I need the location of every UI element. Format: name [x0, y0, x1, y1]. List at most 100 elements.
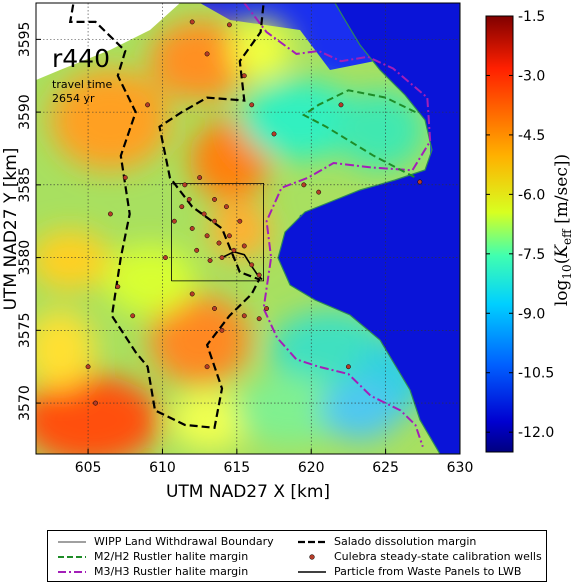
well-marker	[189, 19, 195, 25]
well-marker	[189, 291, 195, 297]
well-marker	[179, 204, 185, 210]
legend: WIPP Land Withdrawal Boundary M2/H2 Rust…	[47, 530, 547, 582]
well-marker	[197, 175, 203, 181]
colorbar-tick-label: -9.0	[518, 306, 545, 322]
well-marker	[186, 196, 192, 202]
grid-lines	[36, 3, 460, 454]
heat-field	[36, 3, 460, 454]
y-tick-label: 3595	[17, 22, 33, 58]
legend-item-m3h3: M3/H3 Rustler halite margin	[58, 565, 248, 578]
y-tick-label: 3590	[17, 94, 33, 130]
well-marker	[223, 204, 229, 210]
legend-swatch-wells	[298, 552, 326, 562]
legend-item-particle: Particle from Waste Panels to LWB	[298, 565, 521, 578]
well-marker	[249, 102, 255, 108]
well-marker	[171, 218, 177, 224]
well-marker	[145, 102, 151, 108]
well-marker	[189, 226, 195, 231]
x-axis-title: UTM NAD27 X [km]	[166, 482, 330, 502]
colorbar-tick-label: -12.0	[518, 425, 554, 441]
colorbar-tick-label: -3.0	[518, 68, 545, 84]
well-marker	[237, 218, 243, 224]
well-marker	[201, 211, 207, 217]
wipp-boundary-box	[170, 182, 265, 282]
well-marker	[212, 218, 217, 224]
x-tick-label: 610	[149, 460, 176, 476]
legend-swatch-particle	[298, 567, 326, 577]
realization-label: r440	[52, 44, 110, 73]
colorbar-tick-label: -1.5	[518, 9, 545, 25]
legend-item-wipp: WIPP Land Withdrawal Boundary	[58, 535, 274, 548]
well-marker	[162, 255, 168, 261]
well-marker	[130, 313, 136, 319]
legend-label-particle: Particle from Waste Panels to LWB	[334, 565, 522, 578]
well-marker	[194, 247, 200, 253]
well-marker	[204, 233, 210, 239]
well-marker	[219, 255, 225, 261]
x-tick-label: 605	[75, 460, 102, 476]
well-marker	[256, 316, 262, 322]
well-marker	[301, 182, 307, 188]
well-marker	[417, 179, 423, 185]
well-marker	[256, 272, 262, 278]
colorbar-tick-label: -10.5	[518, 366, 554, 382]
legend-item-m2h2: M2/H2 Rustler halite margin	[58, 550, 248, 563]
well-marker	[249, 262, 255, 268]
well-marker	[204, 51, 210, 57]
well-marker	[212, 196, 217, 202]
well-marker	[231, 247, 237, 253]
y-axis-title: UTM NAD27 Y [km]	[1, 148, 21, 311]
well-marker	[241, 313, 247, 319]
y-tick-label: 3570	[17, 385, 33, 421]
legend-label-salado: Salado dissolution margin	[334, 535, 477, 548]
well-marker	[338, 102, 344, 108]
well-marker	[85, 364, 91, 370]
y-tick-label: 3580	[17, 240, 33, 276]
well-marker	[226, 233, 232, 239]
m2h2-margin-line	[301, 89, 416, 179]
legend-swatch-m2h2	[58, 552, 86, 562]
legend-item-wells: Culebra steady-state calibration wells	[298, 550, 542, 563]
legend-item-salado: Salado dissolution margin	[298, 535, 476, 548]
legend-swatch-salado	[298, 537, 326, 547]
legend-label-wipp: WIPP Land Withdrawal Boundary	[94, 535, 274, 548]
colorbar	[485, 15, 514, 453]
colorbar-ticks: -1.5 -3.0 -4.5 -6.0 -7.5 -9.0 -10.5 -12.0	[486, 9, 554, 441]
well-marker	[216, 240, 222, 246]
legend-swatch-m3h3	[58, 567, 86, 577]
well-marker	[212, 306, 217, 311]
well-marker	[241, 73, 247, 79]
well-marker	[122, 175, 128, 181]
legend-label-wells: Culebra steady-state calibration wells	[334, 550, 542, 563]
well-marker	[226, 22, 232, 28]
y-tick-label: 3585	[17, 167, 33, 203]
x-tick-label: 630	[447, 460, 474, 476]
y-tick-label: 3575	[17, 313, 33, 349]
travel-time-label: travel time	[52, 78, 112, 91]
x-tick-label: 615	[223, 460, 250, 476]
overlay-lines	[68, 3, 432, 448]
well-marker	[241, 243, 247, 249]
well-marker	[182, 182, 188, 188]
well-marker	[93, 400, 98, 406]
m3h3-margin-line	[243, 3, 432, 448]
well-marker	[345, 364, 351, 370]
colorbar-title: log10(Keff [m/sec])	[552, 154, 574, 306]
well-marker	[204, 364, 210, 370]
colorbar-tick-label: -7.5	[518, 247, 545, 263]
legend-label-m3h3: M3/H3 Rustler halite margin	[94, 565, 249, 578]
well-marker	[107, 211, 113, 217]
x-tick-label: 625	[372, 460, 399, 476]
legend-swatch-wipp	[58, 537, 86, 547]
salado-margin-line	[68, 3, 265, 429]
travel-time-value: 2654 yr	[52, 92, 95, 105]
well-marker	[271, 131, 277, 137]
x-tick-label: 620	[298, 460, 325, 476]
well-marker	[316, 189, 322, 195]
colorbar-tick-label: -6.0	[518, 187, 545, 203]
legend-label-m2h2: M2/H2 Rustler halite margin	[94, 550, 249, 563]
well-marker	[115, 284, 121, 290]
well-marker	[264, 306, 270, 311]
axis-ticks: 605 610 615 620 625 630 3570 3575 3580 3585 3590 35…	[17, 22, 473, 476]
